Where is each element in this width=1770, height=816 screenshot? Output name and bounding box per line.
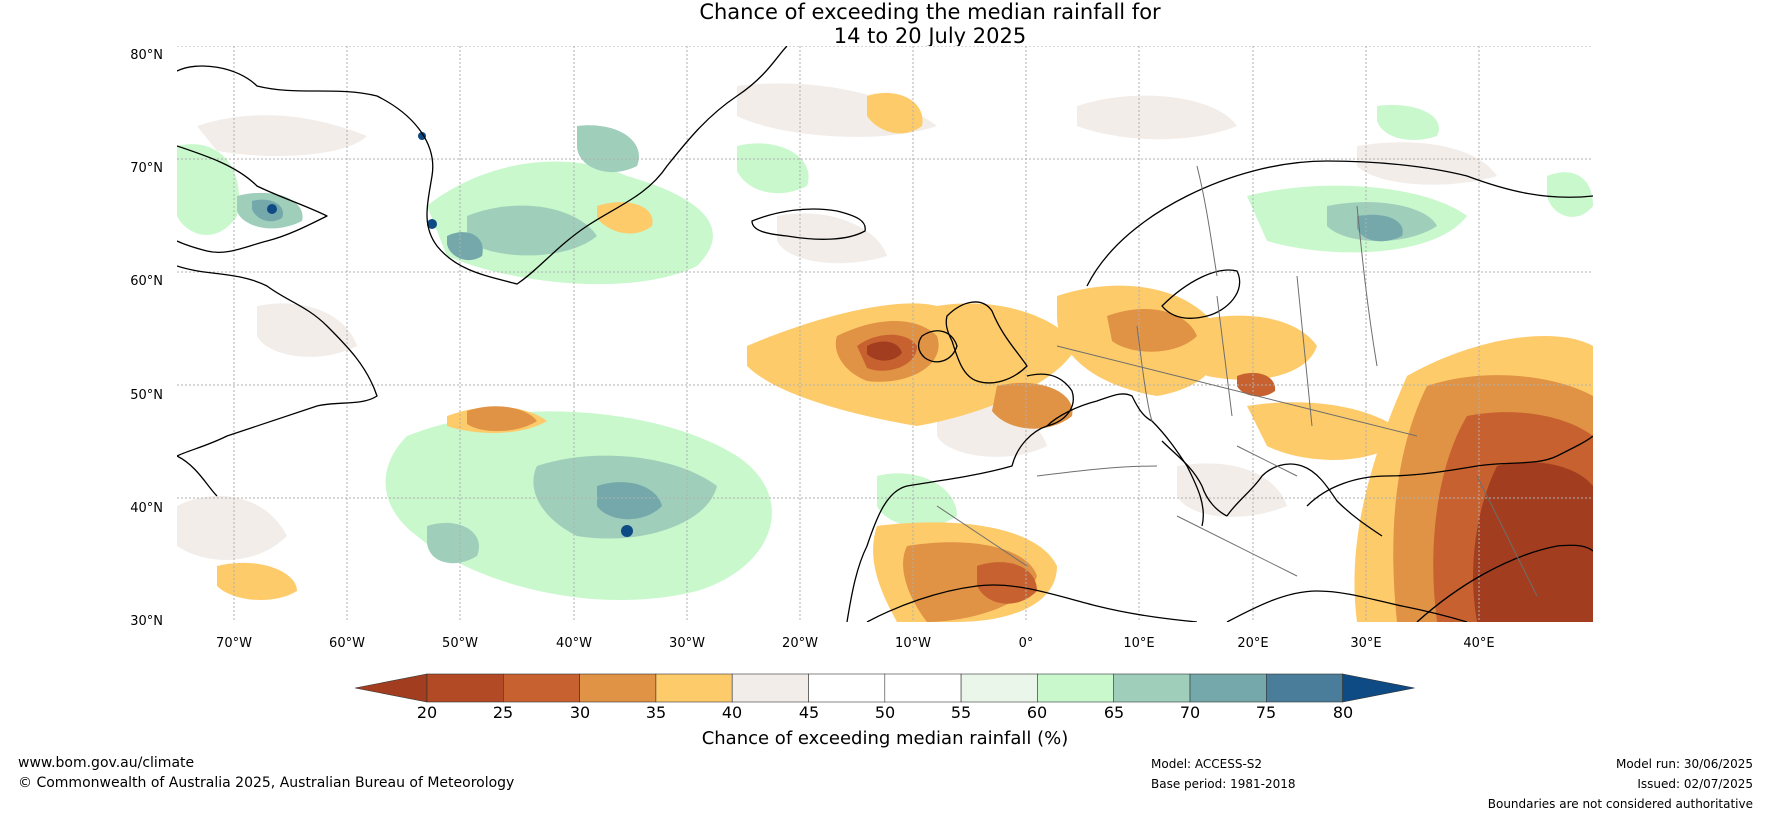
colorbar-tick-20: 20 — [416, 703, 438, 722]
lat-label-60n: 60°N — [130, 274, 163, 289]
country-borders — [936, 165, 1538, 597]
colorbar-tick-45: 45 — [798, 703, 820, 722]
issued-text: Issued: 02/07/2025 — [1637, 777, 1753, 791]
colorbar-segment — [1113, 673, 1191, 703]
title-line-2: 14 to 20 July 2025 — [833, 24, 1027, 48]
lon-label-40w: 40°W — [556, 636, 592, 651]
colorbar-segment — [960, 673, 1038, 703]
colorbar-segment — [426, 673, 504, 703]
lat-label-30n: 30°N — [130, 614, 163, 629]
disclaimer-text: Boundaries are not considered authoritat… — [1487, 797, 1753, 811]
colorbar-tick-35: 35 — [645, 703, 667, 722]
colorbar-segment — [579, 673, 657, 703]
lat-label-80n: 80°N — [130, 48, 163, 63]
lon-label-50w: 50°W — [442, 636, 478, 651]
lon-label-10w: 10°W — [895, 636, 931, 651]
lon-label-30e: 30°E — [1350, 636, 1382, 651]
website-text: www.bom.gov.au/climate — [18, 755, 195, 771]
colorbar-segment — [884, 673, 962, 703]
lon-label-30w: 30°W — [669, 636, 705, 651]
lon-label-40e: 40°E — [1463, 636, 1495, 651]
lat-label-70n: 70°N — [130, 161, 163, 176]
colorbar-segment — [1189, 673, 1267, 703]
rainfall-map — [177, 46, 1593, 622]
shading-60-65 — [177, 105, 1593, 600]
lon-label-70w: 70°W — [216, 636, 252, 651]
map-title: Chance of exceeding the median rainfall … — [0, 0, 1770, 48]
shading-80-plus — [267, 132, 633, 537]
colorbar-tick-70: 70 — [1179, 703, 1201, 722]
colorbar-tick-40: 40 — [721, 703, 743, 722]
colorbar-segment — [655, 673, 733, 703]
colorbar-segment — [731, 673, 809, 703]
colorbar-tick-60: 60 — [1026, 703, 1048, 722]
lon-label-10e: 10°E — [1123, 636, 1155, 651]
model-run-text: Model run: 30/06/2025 — [1615, 757, 1753, 771]
lon-label-20e: 20°E — [1237, 636, 1269, 651]
shading-70-75 — [252, 199, 1403, 520]
lat-label-50n: 50°N — [130, 388, 163, 403]
colorbar-segment — [502, 673, 580, 703]
copyright-text: © Commonwealth of Australia 2025, Austra… — [18, 775, 515, 791]
colorbar-segment — [1266, 673, 1343, 703]
colorbar-tick-50: 50 — [874, 703, 896, 722]
base-period-text: Base period: 1981-2018 — [1151, 777, 1296, 791]
colorbar-tick-55: 55 — [950, 703, 972, 722]
colorbar-segment — [808, 673, 886, 703]
colorbar-tick-80: 80 — [1332, 703, 1354, 722]
colorbar-label: Chance of exceeding median rainfall (%) — [701, 728, 1069, 749]
colorbar-extend-low — [354, 673, 428, 703]
colorbar — [354, 673, 1415, 703]
colorbar-tick-25: 25 — [492, 703, 514, 722]
model-text: Model: ACCESS-S2 — [1151, 757, 1263, 771]
colorbar-tick-75: 75 — [1255, 703, 1277, 722]
map-canvas — [177, 46, 1593, 622]
colorbar-tick-65: 65 — [1103, 703, 1125, 722]
lon-label-60w: 60°W — [329, 636, 365, 651]
title-line-1: Chance of exceeding the median rainfall … — [699, 0, 1161, 24]
colorbar-extend-high — [1342, 673, 1415, 703]
shading-65-70 — [237, 125, 1437, 564]
colorbar-tick-30: 30 — [569, 703, 591, 722]
lon-label-20w: 20°W — [782, 636, 818, 651]
colorbar-segment — [1037, 673, 1115, 703]
lat-label-40n: 40°N — [130, 501, 163, 516]
lon-label-0: 0° — [1018, 636, 1034, 651]
coastlines — [177, 46, 1593, 622]
shading-20-25 — [867, 341, 1593, 622]
